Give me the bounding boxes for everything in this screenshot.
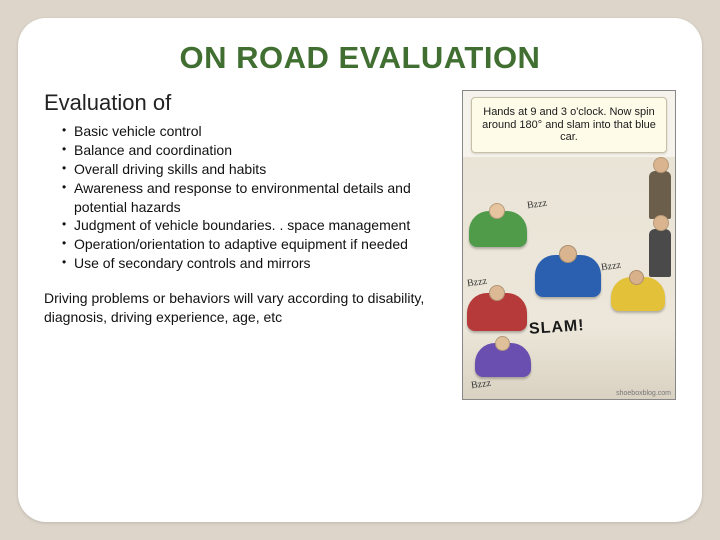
- blue-car-icon: [535, 255, 601, 297]
- buzz-text: Bzzz: [466, 276, 487, 290]
- list-item: Overall driving skills and habits: [62, 160, 450, 179]
- list-item: Operation/orientation to adaptive equipm…: [62, 235, 450, 254]
- slide-title: ON ROAD EVALUATION: [44, 40, 676, 76]
- bystander-icon: [649, 229, 671, 277]
- yellow-car-icon: [611, 277, 665, 311]
- text-column: Evaluation of Basic vehicle control Bala…: [44, 90, 450, 400]
- list-item: Balance and coordination: [62, 141, 450, 160]
- bullet-list: Basic vehicle control Balance and coordi…: [62, 122, 450, 273]
- slam-text: SLAM!: [528, 317, 585, 339]
- bystander-icon: [649, 171, 671, 219]
- slide-card: ON ROAD EVALUATION Evaluation of Basic v…: [18, 18, 702, 522]
- cartoon-arena: Bzzz Bzzz Bzzz Bzzz SLAM! shoeboxblog.co…: [463, 157, 675, 399]
- list-item: Use of secondary controls and mirrors: [62, 254, 450, 273]
- content-row: Evaluation of Basic vehicle control Bala…: [44, 90, 676, 400]
- list-item: Judgment of vehicle boundaries. . space …: [62, 216, 450, 235]
- buzz-text: Bzzz: [600, 260, 621, 274]
- red-car-icon: [467, 293, 527, 331]
- cartoon-image: Hands at 9 and 3 o'clock. Now spin aroun…: [462, 90, 676, 400]
- list-item: Basic vehicle control: [62, 122, 450, 141]
- footnote: Driving problems or behaviors will vary …: [44, 289, 450, 327]
- subtitle: Evaluation of: [44, 90, 450, 116]
- buzz-text: Bzzz: [470, 378, 491, 392]
- buzz-text: Bzzz: [526, 198, 547, 212]
- green-car-icon: [469, 211, 527, 247]
- list-item: Awareness and response to environmental …: [62, 179, 450, 217]
- purple-car-icon: [475, 343, 531, 377]
- cartoon-credit: shoeboxblog.com: [616, 390, 671, 397]
- cartoon-caption: Hands at 9 and 3 o'clock. Now spin aroun…: [471, 97, 667, 153]
